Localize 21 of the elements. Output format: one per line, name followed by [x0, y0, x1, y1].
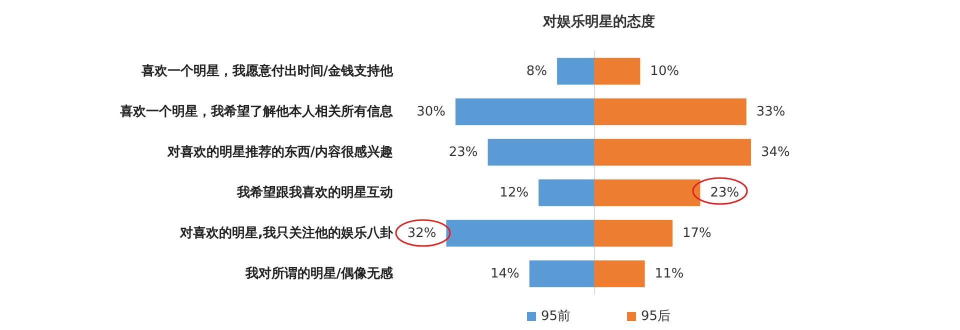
- data-label: 17%: [682, 226, 712, 241]
- y-tick-label: 对喜欢的明星推荐的东西/内容很感兴趣: [166, 144, 393, 160]
- data-label: 8%: [526, 64, 548, 79]
- chart-title: 对娱乐明星的态度: [542, 13, 655, 30]
- y-tick-label: 喜欢一个明星，我希望了解他本人相关所有信息: [119, 103, 394, 120]
- y-tick-label: 我对所谓的明星/偶像无感: [244, 265, 394, 282]
- data-label: 14%: [490, 266, 520, 282]
- data-label: 30%: [416, 104, 446, 120]
- data-label: 33%: [756, 104, 786, 120]
- legend-label: 95前: [541, 309, 571, 324]
- data-label: 32%: [407, 226, 436, 241]
- data-label: 34%: [761, 144, 790, 160]
- y-tick-label: 对喜欢的明星,我只关注他的娱乐八卦: [179, 224, 394, 241]
- y-tick-label: 喜欢一个明星，我愿意付出时间/金钱支持他: [140, 62, 394, 79]
- legend-label: 95后: [641, 309, 671, 324]
- data-label: 23%: [448, 144, 478, 160]
- data-label: 12%: [500, 185, 529, 200]
- data-label: 11%: [654, 266, 684, 282]
- data-label: 23%: [710, 185, 740, 200]
- data-label: 10%: [650, 64, 680, 79]
- y-tick-label: 我希望跟我喜欢的明星互动: [236, 184, 393, 200]
